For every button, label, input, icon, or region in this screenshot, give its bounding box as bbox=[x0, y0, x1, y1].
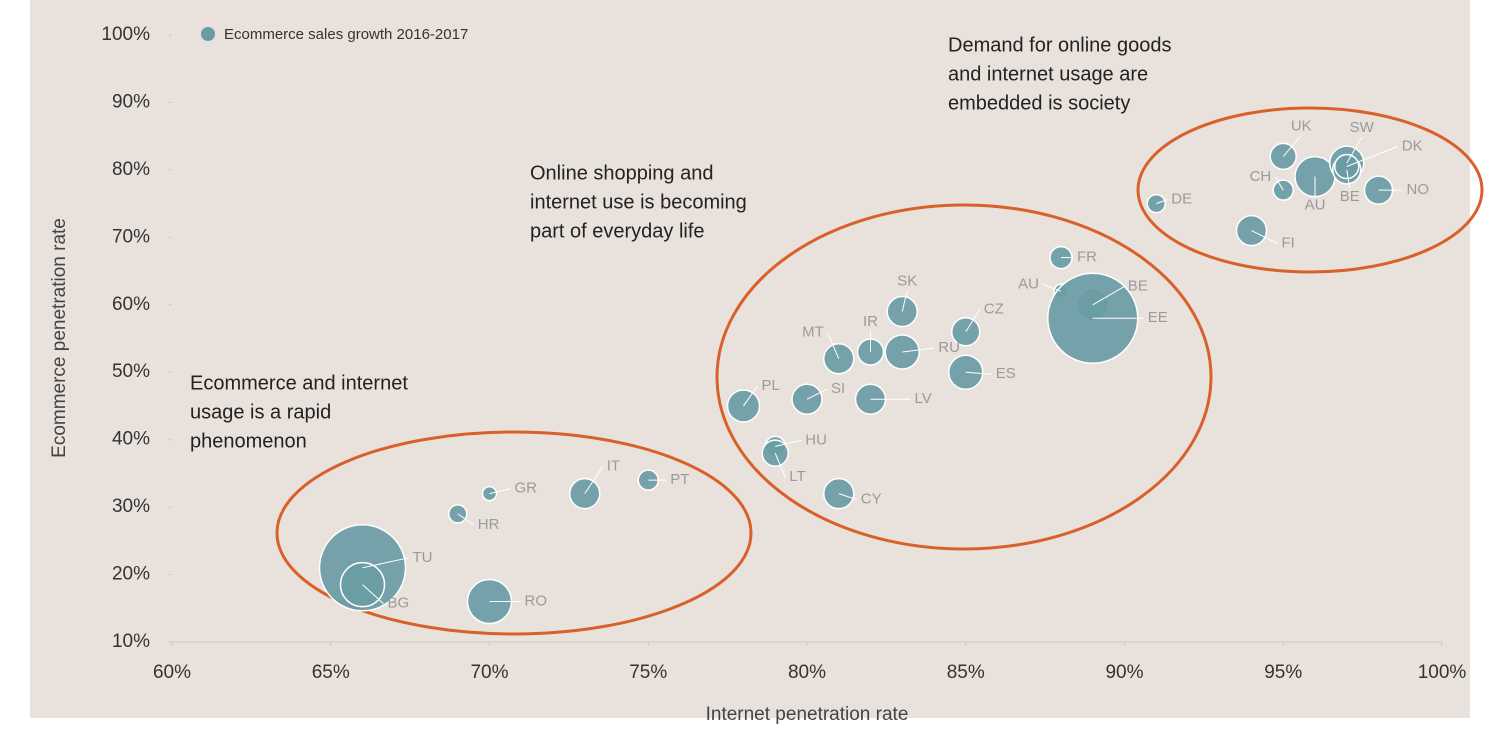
leader-line bbox=[489, 488, 511, 495]
point-label: NO bbox=[1407, 181, 1430, 198]
leader-line bbox=[1346, 136, 1363, 164]
leader-line bbox=[362, 557, 409, 569]
point-label: IT bbox=[607, 458, 620, 475]
group-ellipse bbox=[1136, 106, 1484, 274]
group-ellipse bbox=[715, 203, 1213, 551]
annotation: usage is a rapid bbox=[190, 401, 331, 423]
leader-line bbox=[457, 513, 475, 526]
x-tick-label: 60% bbox=[153, 662, 191, 683]
point-label: HR bbox=[478, 516, 500, 533]
point-label: PT bbox=[670, 471, 689, 488]
x-axis-label: Internet penetration rate bbox=[706, 704, 909, 725]
y-tick-label: 20% bbox=[112, 564, 150, 585]
leader-line bbox=[827, 332, 840, 359]
annotation: part of everyday life bbox=[530, 220, 705, 242]
point-label: SK bbox=[897, 272, 917, 289]
point-label: RU bbox=[938, 339, 960, 356]
leader-line bbox=[1346, 169, 1351, 188]
legend-label: Ecommerce sales growth 2016-2017 bbox=[224, 26, 468, 43]
y-tick-label: 30% bbox=[112, 496, 150, 517]
y-tick-label: 10% bbox=[112, 631, 150, 652]
x-tick-label: 90% bbox=[1105, 662, 1143, 683]
point-label: MT bbox=[802, 324, 824, 341]
x-tick-label: 85% bbox=[947, 662, 985, 683]
background bbox=[30, 0, 1470, 718]
point-label: HU bbox=[805, 431, 827, 448]
x-tick-label: 100% bbox=[1418, 662, 1467, 683]
annotation: embedded is society bbox=[948, 92, 1130, 114]
y-tick-label: 80% bbox=[112, 159, 150, 180]
point-label: GR bbox=[515, 480, 538, 497]
annotation: and internet usage are bbox=[948, 63, 1148, 85]
point-label: AU bbox=[1018, 275, 1039, 292]
x-tick-label: 75% bbox=[629, 662, 667, 683]
point-label: TU bbox=[413, 549, 433, 566]
y-tick-label: 60% bbox=[112, 294, 150, 315]
point-label: CZ bbox=[984, 301, 1004, 318]
y-tick-label: 40% bbox=[112, 429, 150, 450]
y-axis-label: Ecommerce penetration rate bbox=[49, 218, 70, 458]
x-tick-label: 80% bbox=[788, 662, 826, 683]
group-ellipse bbox=[275, 430, 753, 636]
point-label: SI bbox=[831, 380, 845, 397]
y-tick-label: 90% bbox=[112, 91, 150, 112]
leader-line bbox=[1274, 176, 1284, 191]
x-tick-label: 70% bbox=[470, 662, 508, 683]
leader-line bbox=[902, 347, 935, 353]
point-label: LT bbox=[789, 468, 805, 485]
leader-line bbox=[584, 466, 604, 494]
leader-line bbox=[1346, 146, 1398, 167]
point-label: LV bbox=[915, 390, 932, 407]
point-label: AU bbox=[1305, 197, 1326, 214]
annotation: internet use is becoming bbox=[530, 191, 747, 213]
y-tick-label: 100% bbox=[101, 24, 150, 45]
point-label: PL bbox=[762, 377, 780, 394]
point-label: CY bbox=[861, 491, 882, 508]
leader-line bbox=[362, 584, 384, 605]
y-tick-label: 70% bbox=[112, 226, 150, 247]
point-label: ES bbox=[996, 365, 1016, 382]
point-label: IR bbox=[863, 313, 878, 330]
point-label: CH bbox=[1250, 168, 1272, 185]
leader-line bbox=[965, 309, 981, 333]
point-label: FI bbox=[1282, 235, 1295, 252]
point-label: DK bbox=[1402, 137, 1423, 154]
point-label: EE bbox=[1148, 309, 1168, 326]
point-label: RO bbox=[525, 593, 548, 610]
x-tick-label: 65% bbox=[312, 662, 350, 683]
point-label: BG bbox=[388, 595, 410, 612]
leader-line bbox=[965, 371, 992, 375]
leader-line bbox=[1092, 286, 1125, 306]
annotation: Online shopping and bbox=[530, 162, 713, 184]
leader-line bbox=[775, 439, 802, 447]
point-label: BE bbox=[1340, 188, 1360, 205]
leader-line bbox=[774, 452, 786, 478]
leader-line bbox=[1156, 199, 1168, 205]
leader-line bbox=[838, 493, 857, 501]
annotation: Demand for online goods bbox=[948, 34, 1171, 56]
x-tick-label: 95% bbox=[1264, 662, 1302, 683]
leader-line bbox=[1282, 135, 1302, 157]
point-label: DE bbox=[1171, 191, 1192, 208]
point-label: BE bbox=[1128, 278, 1148, 295]
leader-line bbox=[743, 385, 758, 407]
leader-line bbox=[901, 290, 908, 312]
leader-line bbox=[1251, 230, 1278, 245]
legend-swatch bbox=[201, 27, 215, 41]
leader-line bbox=[1042, 283, 1062, 292]
point-label: UK bbox=[1291, 117, 1312, 134]
point-label: SW bbox=[1350, 119, 1375, 136]
point-label: FR bbox=[1077, 249, 1097, 266]
annotation: Ecommerce and internet bbox=[190, 372, 408, 394]
annotation: phenomenon bbox=[190, 430, 307, 452]
y-tick-label: 50% bbox=[112, 361, 150, 382]
leader-line bbox=[806, 388, 828, 400]
